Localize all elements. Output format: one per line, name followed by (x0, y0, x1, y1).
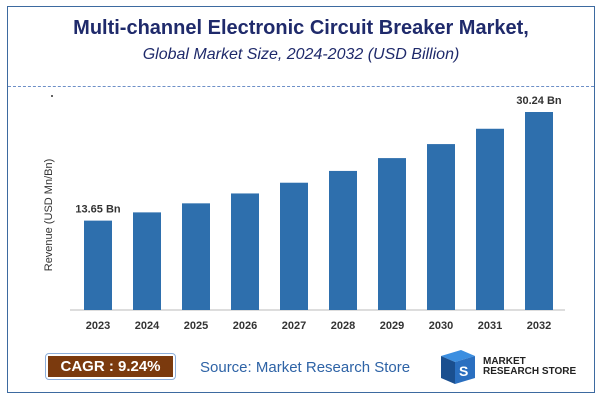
divider (8, 86, 594, 87)
data-label: 30.24 Bn (516, 95, 562, 107)
market-research-store-logo: S MARKET RESEARCH STORE (437, 350, 577, 384)
logo-icon: S (441, 350, 475, 384)
x-tick-label: 2023 (86, 320, 110, 332)
bar-2025 (182, 203, 210, 310)
bar-2023 (84, 220, 112, 310)
bar-2031 (476, 128, 504, 310)
cagr-badge: CAGR : 9.24% (45, 353, 176, 380)
bar-2029 (378, 158, 406, 310)
source-text: Source: Market Research Store (200, 359, 411, 376)
x-tick-label: 2026 (233, 320, 257, 332)
logo-text: MARKET RESEARCH STORE (483, 356, 577, 377)
x-tick-label: 2028 (331, 320, 355, 332)
x-tick-label: 2024 (135, 320, 160, 332)
dot-mark (51, 95, 53, 97)
bar-2027 (280, 182, 308, 310)
y-axis-label: Revenue (USD Mn/Bn) (43, 159, 55, 272)
x-tick-label: 2032 (527, 320, 551, 332)
chart-title: Multi-channel Electronic Circuit Breaker… (73, 17, 529, 39)
x-tick-label: 2025 (184, 320, 208, 332)
x-tick-label: 2031 (478, 320, 502, 332)
bar-2026 (231, 193, 259, 310)
x-tick-label: 2027 (282, 320, 306, 332)
cagr-text: CAGR : 9.24% (48, 356, 173, 377)
x-tick-label: 2030 (429, 320, 453, 332)
bar-2032 (525, 112, 553, 310)
svg-text:S: S (459, 363, 468, 379)
bar-2028 (329, 170, 357, 310)
x-tick-label: 2029 (380, 320, 404, 332)
bar-2024 (133, 212, 161, 310)
data-label: 13.65 Bn (75, 204, 121, 216)
bar-2030 (427, 144, 455, 310)
chart-subtitle: Global Market Size, 2024-2032 (USD Billi… (142, 46, 460, 63)
